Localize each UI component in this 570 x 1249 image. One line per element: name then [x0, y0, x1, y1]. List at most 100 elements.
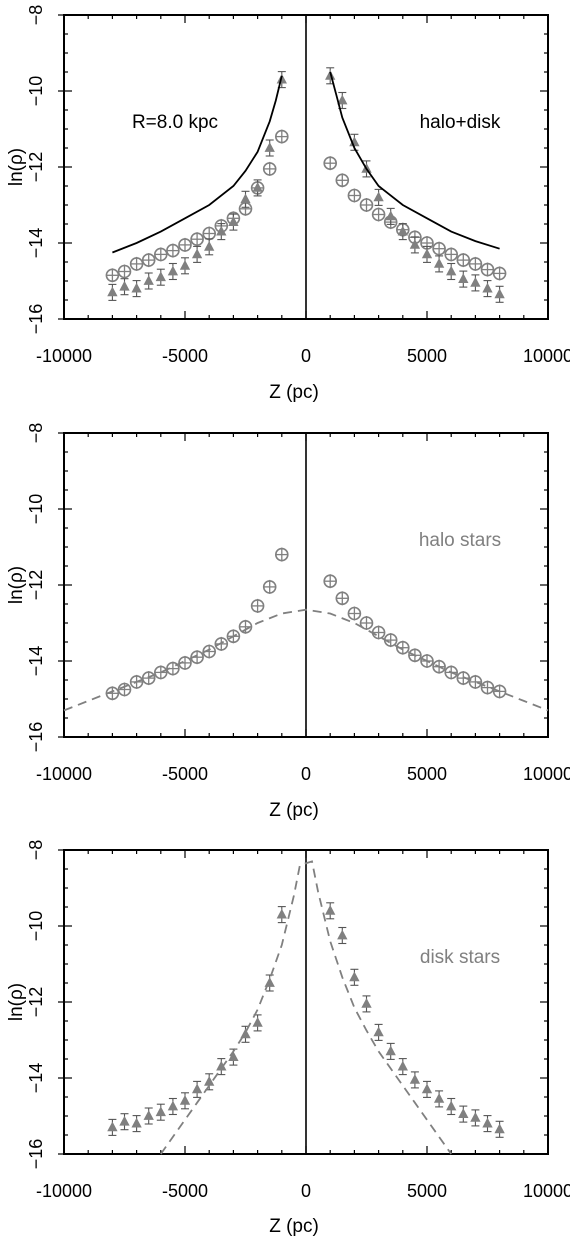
data-point-disk	[179, 259, 191, 270]
data-point-disk	[155, 1106, 166, 1117]
y-tick-label: −8	[26, 423, 46, 444]
x-tick-label: 5000	[407, 764, 447, 784]
data-point-disk	[446, 265, 457, 276]
y-tick-label: −14	[26, 1063, 46, 1094]
data-point-disk	[204, 240, 215, 251]
data-point-disk	[119, 1115, 130, 1126]
data-point-disk	[107, 1121, 118, 1132]
y-axis-label: ln(ρ)	[6, 566, 27, 604]
model-curve	[112, 75, 283, 254]
data-point-disk	[349, 971, 360, 982]
x-tick-label: -5000	[162, 764, 208, 784]
data-point-disk	[240, 1028, 251, 1039]
x-tick-label: 10000	[523, 346, 570, 366]
y-tick-label: −14	[26, 228, 46, 259]
y-tick-label: −16	[26, 1139, 46, 1170]
data-point-disk	[155, 271, 166, 282]
data-point-disk	[470, 1112, 481, 1122]
x-tick-label: -10000	[36, 1181, 92, 1201]
data-point-disk	[397, 1060, 408, 1071]
data-point-disk	[264, 142, 275, 152]
y-tick-label: −12	[26, 152, 46, 183]
data-point-disk	[482, 1117, 493, 1128]
panel-annotation: halo+disk	[420, 112, 501, 133]
y-tick-label: −10	[26, 494, 46, 525]
data-point-disk	[433, 1093, 445, 1103]
data-point-disk	[252, 182, 263, 192]
x-tick-label: 0	[301, 346, 311, 366]
y-tick-label: −8	[26, 5, 46, 26]
data-point-disk	[276, 908, 287, 919]
data-point-disk	[337, 929, 348, 940]
y-tick-label: −14	[26, 646, 46, 677]
x-axis-label: Z (pc)	[269, 382, 319, 403]
model-curve	[329, 71, 500, 250]
model-curve	[160, 860, 452, 1155]
data-point-disk	[143, 275, 154, 285]
data-point-disk	[131, 1117, 142, 1128]
y-tick-label: −12	[26, 570, 46, 601]
x-tick-label: 5000	[407, 346, 447, 366]
x-tick-label: 5000	[407, 1181, 447, 1201]
data-point-disk	[228, 1051, 239, 1061]
data-point-disk	[385, 210, 396, 221]
x-tick-label: 0	[301, 764, 311, 784]
y-axis-label: ln(ρ)	[6, 983, 27, 1021]
x-tick-label: 0	[301, 1181, 311, 1201]
data-point-disk	[107, 286, 118, 297]
data-point-disk	[131, 282, 142, 293]
data-point-disk	[482, 282, 493, 293]
y-tick-label: −8	[26, 840, 46, 861]
data-point-disk	[191, 248, 203, 259]
data-point-disk	[409, 239, 421, 249]
y-tick-label: −12	[26, 987, 46, 1018]
data-point-disk	[373, 1026, 384, 1037]
data-point-disk	[167, 265, 179, 276]
data-point-disk	[421, 248, 433, 259]
data-point-disk	[119, 280, 130, 291]
y-axis-label: ln(ρ)	[6, 148, 27, 186]
data-point-disk	[458, 273, 469, 284]
data-point-disk	[191, 1083, 203, 1094]
panel-annotation: disk stars	[420, 947, 500, 968]
panel-annotation: halo stars	[419, 530, 501, 551]
data-point-disk	[216, 225, 227, 236]
y-tick-label: −10	[26, 911, 46, 942]
x-tick-label: -10000	[36, 764, 92, 784]
x-tick-label: -5000	[162, 1181, 208, 1201]
data-point-disk	[337, 94, 348, 105]
data-point-disk	[385, 1045, 396, 1056]
data-point-disk	[458, 1108, 469, 1118]
data-point-disk	[446, 1100, 457, 1111]
panel-3: -10000 -5000 0 5000 10000 −8 −10 −12 −14 −16 Z (pc…	[6, 840, 570, 1237]
data-point-disk	[397, 225, 408, 236]
data-point-disk	[167, 1100, 179, 1111]
x-axis-label: Z (pc)	[269, 1216, 319, 1237]
x-tick-label: -5000	[162, 346, 208, 366]
data-point-disk	[240, 193, 251, 204]
data-point-disk	[252, 1017, 263, 1027]
data-point-disk	[494, 1123, 505, 1134]
data-point-disk	[179, 1094, 191, 1105]
data-point-disk	[361, 998, 372, 1008]
data-point-disk	[204, 1075, 215, 1086]
model-curve	[63, 608, 549, 712]
y-tick-label: −10	[26, 76, 46, 107]
data-point-disk	[470, 277, 481, 287]
y-tick-label: −16	[26, 304, 46, 335]
x-tick-label: 10000	[523, 1181, 570, 1201]
panel-annotation: R=8.0 kpc	[132, 112, 218, 133]
x-tick-label: 10000	[523, 764, 570, 784]
x-axis-label: Z (pc)	[269, 800, 319, 821]
data-point-disk	[409, 1074, 421, 1084]
data-point-disk	[143, 1110, 154, 1120]
data-point-disk	[494, 288, 505, 299]
panel-2: -10000 -5000 0 5000 10000 −8 −10 −12 −14 −16 Z (pc…	[6, 423, 570, 821]
data-point-disk	[325, 904, 336, 915]
data-point-disk	[433, 258, 445, 268]
x-tick-label: -10000	[36, 346, 92, 366]
data-point-disk	[228, 216, 239, 227]
panel-1: -10000 -5000 0 5000 10000 −8 −10 −12 −14 −16 Z (pc…	[6, 5, 570, 403]
data-point-disk	[421, 1083, 433, 1094]
